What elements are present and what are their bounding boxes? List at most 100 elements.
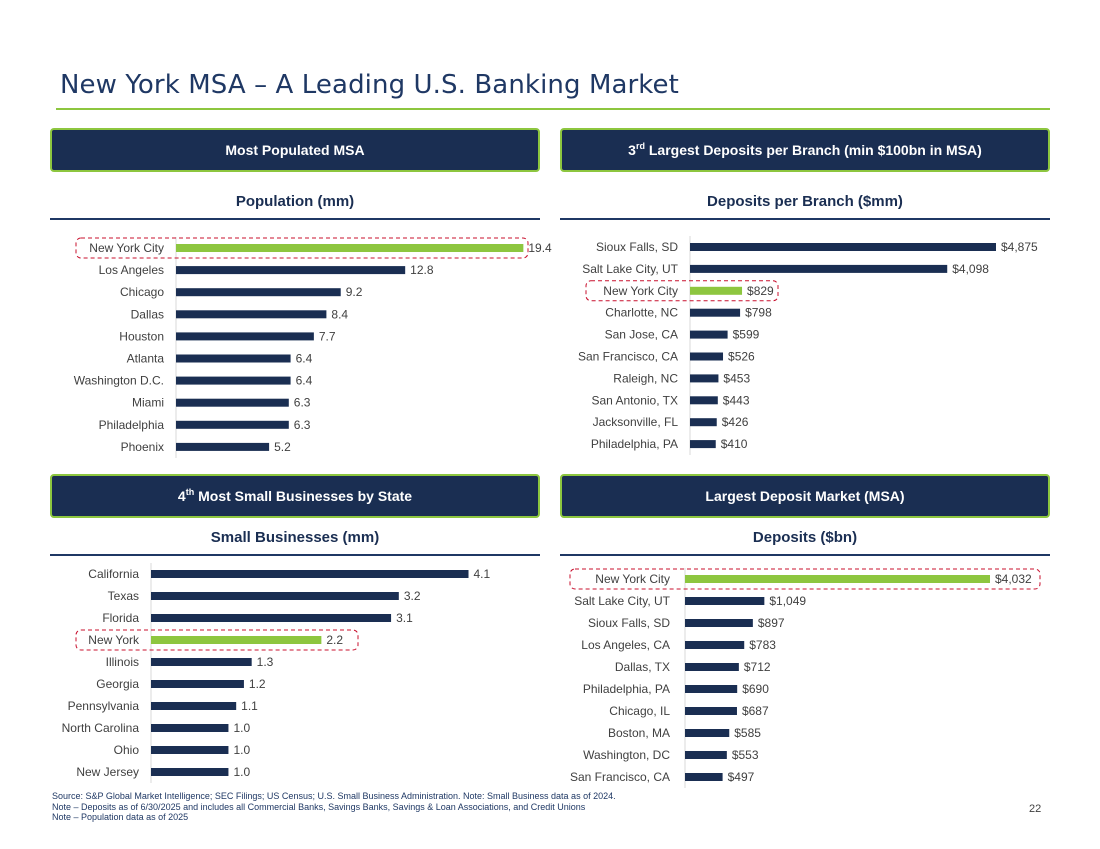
category-label: California [88,567,139,581]
bar [176,442,270,451]
value-label: 12.8 [410,263,434,277]
bar [685,751,727,759]
value-label: 4.1 [474,567,491,581]
deposits-msa-chart: New York City $4,032 Salt Lake City, UT $1,… [569,568,1041,788]
value-label: 7.7 [319,329,336,343]
highlight-callout [569,568,1041,590]
value-label: 9.2 [346,285,363,299]
value-label: 1.3 [257,655,274,669]
bar [690,330,728,339]
bar [151,658,252,666]
small-business-chart: California 4.1 Texas 3.2 Florida 3.1 New York 2… [62,563,491,783]
value-label: $712 [744,660,771,674]
bar [176,332,314,341]
category-label: Washington, DC [583,748,670,762]
population-panel-header: Most Populated MSA [50,128,540,172]
category-label: Philadelphia [99,418,165,432]
value-label: $4,032 [995,572,1032,586]
value-label: 2.2 [326,633,343,647]
category-label: Phoenix [121,440,164,454]
bar [690,440,716,449]
category-label: New Jersey [76,765,139,779]
value-label: $1,049 [769,594,806,608]
deposits-branch-chart-rule [560,218,1050,220]
bar [685,773,723,781]
deposits-msa-chart-title: Deposits ($bn) [752,529,858,546]
bar [176,376,291,385]
category-label: Washington D.C. [74,374,164,388]
bar [151,702,237,710]
bar [151,614,392,622]
category-label: Jacksonville, FL [593,415,679,429]
category-label: San Jose, CA [605,328,678,342]
bar [151,570,469,578]
value-label: $453 [723,371,750,385]
bar [685,729,730,737]
deposits-branch-header-prefix: 3 [628,142,636,158]
category-label: North Carolina [62,721,140,735]
category-label: Philadelphia, PA [583,682,670,696]
bar [690,264,948,273]
deposits-branch-header-suffix: Largest Deposits per Branch (min $100bn … [644,142,982,158]
bar [690,418,717,427]
value-label: $4,098 [952,262,989,276]
population-chart: New York City 19.4 Los Angeles 12.8 Chicago 9… [74,236,552,458]
category-label: New York City [595,572,670,586]
bar [176,420,289,429]
small-business-chart-rule [50,554,540,556]
small-business-header-suffix: Most Small Businesses by State [194,488,413,504]
bar [685,597,765,605]
category-label: Sioux Falls, SD [596,240,678,254]
bar-highlight [685,575,990,583]
category-label: Raleigh, NC [613,371,678,385]
value-label: $687 [742,704,769,718]
category-label: New York City [603,284,678,298]
page-number: 22 [1029,803,1042,815]
category-label: Philadelphia, PA [591,437,678,451]
bar [685,663,739,671]
highlight-callout [75,629,359,651]
category-label: Florida [102,611,139,625]
category-label: San Antonio, TX [591,393,678,407]
category-label: San Francisco, CA [578,350,678,364]
value-label: $897 [758,616,785,630]
value-label: $443 [723,393,750,407]
value-label: 5.2 [274,440,291,454]
deposits-branch-chart: Sioux Falls, SD $4,875 Salt Lake City, UT $… [578,236,1038,456]
bar [176,266,406,275]
category-label: Salt Lake City, UT [582,262,678,276]
source-line-3: Note – Population data as of 2025 [52,812,189,822]
value-label: $829 [747,284,774,298]
category-label: Sioux Falls, SD [588,616,670,630]
category-label: Houston [119,329,164,343]
category-label: Pennsylvania [68,699,140,713]
value-label: 6.4 [296,352,313,366]
category-label: Atlanta [127,352,165,366]
bar [151,746,229,754]
value-label: $585 [734,726,761,740]
deposits-msa-header-text: Largest Deposit Market (MSA) [705,488,905,504]
deposits-msa-panel-header: Largest Deposit Market (MSA) [560,474,1050,518]
value-label: 1.0 [233,743,250,757]
population-header-text: Most Populated MSA [225,142,365,158]
bar [176,398,289,407]
bar [690,396,718,405]
value-label: 3.2 [404,589,421,603]
value-label: 8.4 [331,307,348,321]
bar [151,724,229,732]
bar-highlight [690,286,743,295]
bar [685,641,745,649]
value-label: 1.2 [249,677,266,691]
bar [690,308,741,317]
bar [685,619,753,627]
value-label: $690 [742,682,769,696]
population-chart-rule [50,218,540,220]
value-label: $798 [745,306,772,320]
page-title: New York MSA – A Leading U.S. Banking Ma… [60,70,679,100]
value-label: 1.0 [233,721,250,735]
value-label: $553 [732,748,759,762]
category-label: Boston, MA [608,726,670,740]
value-label: 1.0 [233,765,250,779]
